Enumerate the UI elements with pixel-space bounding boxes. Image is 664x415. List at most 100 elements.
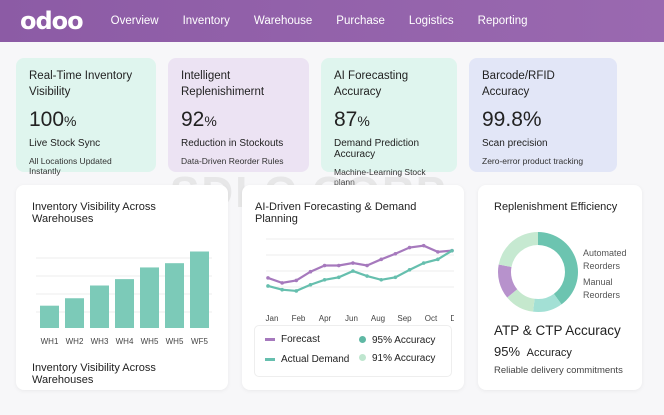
bar — [115, 279, 134, 328]
odoo-logo[interactable]: odoo — [20, 7, 84, 35]
data-point — [280, 281, 284, 285]
data-point — [294, 278, 299, 283]
bar — [190, 251, 209, 328]
kpi-line2: Machine-Learning Stock plann — [334, 167, 426, 187]
nav-warehouse[interactable]: Warehouse — [253, 15, 313, 27]
x-tick-label: Dec — [450, 314, 454, 323]
replenishment-panel: Replenishment Efficiency Automated Reord… — [478, 185, 642, 390]
kpi-card: Intelligent Replenishimernt 92% Reductio… — [168, 58, 309, 172]
data-point — [308, 269, 313, 274]
data-point — [407, 245, 412, 250]
data-point — [322, 277, 327, 282]
x-tick-label: Sep — [397, 314, 412, 323]
kpi-line2: Zero-error product tracking — [482, 156, 584, 166]
kpi-value: 99.8% — [482, 108, 542, 131]
line-chart-title: AI-Driven Forecasting & Demand Planning — [255, 201, 417, 225]
line-legend: Forecast Actual Demand 95% Accuracy 91% … — [254, 325, 452, 377]
nav-overview[interactable]: Overview — [110, 15, 159, 27]
x-tick-label: Feb — [292, 314, 306, 323]
donut-slice — [498, 232, 538, 267]
data-point — [393, 275, 398, 280]
data-point — [450, 248, 454, 253]
atp-value: 95% Accuracy — [494, 344, 572, 359]
kpi-line2: Data-Driven Reorder Rules — [181, 156, 284, 166]
bar-tick-label: WH2 — [66, 337, 84, 346]
series-line — [267, 244, 453, 285]
bar-tick-label: WH4 — [116, 337, 134, 346]
donut-slice — [507, 289, 535, 312]
donut-slice — [532, 293, 562, 312]
x-tick-label: Apr — [319, 314, 332, 323]
kpi-title: AI Forecasting Accuracy — [334, 70, 409, 98]
legend-forecast: Forecast — [265, 334, 320, 345]
data-point — [393, 251, 398, 256]
kpi-title: Real-Time Inventory Visibility — [29, 70, 133, 98]
donut-chart — [498, 232, 578, 312]
data-point — [379, 277, 384, 282]
kpi-card: Real-Time Inventory Visibility 100% Live… — [16, 58, 156, 176]
kpi-line1: Reduction in Stockouts — [181, 138, 284, 149]
data-point — [407, 268, 412, 272]
bar — [165, 263, 184, 328]
series-line — [267, 249, 453, 293]
kpi-line2: All Locations Updated Instantly — [29, 156, 112, 176]
data-point — [351, 269, 355, 273]
kpi-value: 100% — [29, 108, 77, 131]
top-nav: odoo Overview Inventory Warehouse Purcha… — [0, 0, 664, 42]
bar-tick-label: WH1 — [41, 337, 59, 346]
x-tick-label: Oct — [425, 314, 438, 323]
x-tick-label: Jan — [266, 314, 279, 323]
x-tick-label: Jun — [345, 314, 358, 323]
data-point — [336, 275, 341, 280]
legend-actual: Actual Demand — [265, 354, 349, 365]
data-point — [294, 289, 299, 293]
kpi-line1: Demand Prediction Accuracy — [334, 138, 420, 160]
bar-tick-label: WH3 — [91, 337, 109, 346]
data-point — [436, 250, 440, 254]
data-point — [436, 257, 440, 262]
line-chart: Jan Feb Apr Jun Aug Sep Oct Dec — [266, 238, 465, 323]
nav-inventory[interactable]: Inventory — [182, 15, 230, 27]
data-point — [280, 287, 284, 292]
kpi-title: Barcode/RFID Accuracy — [482, 70, 555, 98]
forecast-accuracy: 95% Accuracy — [359, 335, 435, 346]
kpi-card: AI Forecasting Accuracy 87% Demand Predi… — [321, 58, 457, 187]
data-point — [308, 282, 313, 287]
kpi-line1: Live Stock Sync — [29, 138, 101, 149]
line-panel: AI-Driven Forecasting & Demand Planning … — [242, 185, 465, 390]
kpi-cards: Real-Time Inventory Visibility 100% Live… — [16, 58, 642, 187]
data-point — [266, 284, 270, 288]
donut-slice — [498, 264, 518, 298]
data-point — [365, 274, 369, 278]
nav-logistics[interactable]: Logistics — [408, 15, 454, 27]
nav-purchase[interactable]: Purchase — [336, 15, 385, 27]
bar — [140, 267, 159, 328]
bar-chart: WH1 WH2 WH3 WH4 WH5 WH5 WF5 — [36, 251, 212, 346]
data-point — [266, 276, 270, 280]
atp-note: Reliable delivery commitments — [494, 365, 623, 376]
bar-chart-title: Inventory Visibility Across Warehouses — [32, 201, 156, 225]
nav-reporting[interactable]: Reporting — [477, 15, 528, 27]
data-point — [322, 263, 327, 268]
bar-tick-label: WH5 — [141, 337, 159, 346]
x-tick-label: Aug — [371, 314, 385, 323]
atp-title: ATP & CTP Accuracy — [494, 323, 621, 338]
bar — [40, 305, 59, 328]
kpi-line1: Scan precision — [482, 138, 548, 149]
bar — [65, 298, 84, 328]
kpi-title: Intelligent Replenishimernt — [181, 70, 265, 98]
kpi-card: Barcode/RFID Accuracy 99.8% Scan precisi… — [469, 58, 617, 172]
kpi-value: 87% — [334, 108, 370, 131]
donut-slice — [538, 232, 578, 305]
donut-label-manual: Manual Reorders — [583, 277, 621, 300]
bar-chart-caption: Inventory Visibility Across Warehouses — [32, 362, 156, 386]
data-point — [379, 257, 384, 262]
bar-tick-label: WH5 — [166, 337, 184, 346]
data-point — [421, 243, 426, 248]
bar — [90, 285, 109, 328]
data-point — [365, 263, 369, 268]
bar-panel: Inventory Visibility Across Warehouses W… — [16, 185, 228, 390]
data-point — [421, 261, 426, 265]
actual-accuracy: 91% Accuracy — [359, 353, 435, 364]
donut-title: Replenishment Efficiency — [494, 201, 618, 213]
